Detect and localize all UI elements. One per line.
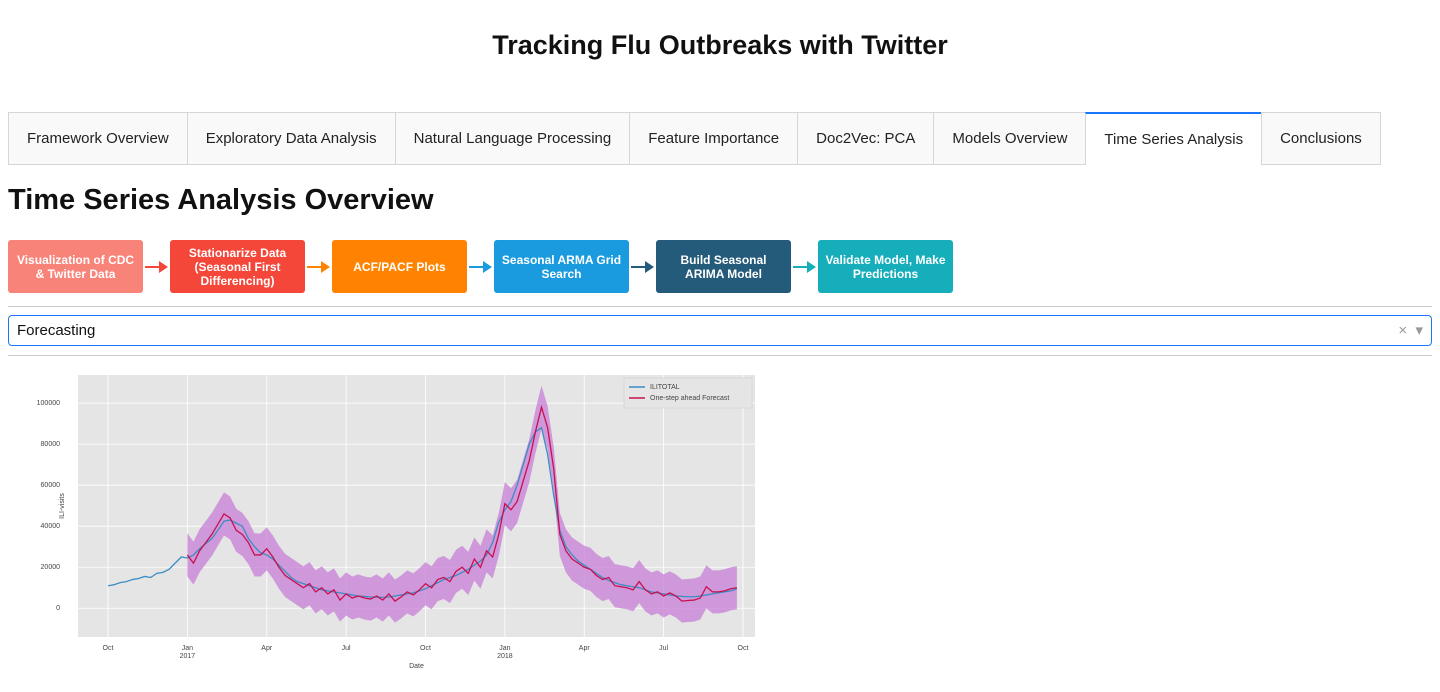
tab[interactable]: Feature Importance — [629, 112, 798, 165]
flow-diagram: Visualization of CDC & Twitter Data Stati… — [8, 240, 1008, 294]
dropdown[interactable]: Forecasting × ▾ — [8, 315, 1432, 346]
page-title: Tracking Flu Outbreaks with Twitter — [492, 30, 948, 60]
flow-step: ACF/PACF Plots — [332, 240, 467, 293]
y-axis-label: ILI-visits — [59, 493, 66, 519]
tab[interactable]: Doc2Vec: PCA — [797, 112, 934, 165]
x-tick-label: Jul — [659, 645, 668, 652]
y-tick-label: 80000 — [41, 441, 61, 448]
series-line — [107, 426, 738, 599]
tab[interactable]: Conclusions — [1261, 112, 1381, 165]
x-tick-label: Apr — [579, 645, 591, 652]
tab[interactable]: Models Overview — [933, 112, 1086, 165]
flow-arrowhead — [321, 261, 330, 273]
flow-step: Seasonal ARMA Grid Search — [494, 240, 629, 293]
tab-bar: Framework Overview Exploratory Data Analy… — [8, 112, 1381, 165]
x-tick-label: Apr — [261, 645, 273, 652]
y-tick-label: 100000 — [37, 400, 60, 407]
x-tick-label: Oct — [738, 645, 749, 652]
dropdown-value: Forecasting — [17, 322, 96, 339]
flow-arrows — [145, 261, 816, 273]
y-tick-label: 60000 — [41, 482, 61, 489]
divider — [8, 306, 1432, 307]
y-tick-label: 40000 — [41, 523, 61, 530]
divider — [8, 355, 1432, 356]
x-tick-label: Oct — [103, 645, 114, 652]
y-tick-label: 20000 — [41, 564, 61, 571]
y-tick-label: 0 — [56, 605, 60, 612]
tab[interactable]: Time Series Analysis — [1085, 112, 1262, 165]
legend-label: ILITOTAL — [650, 384, 680, 391]
flow-step: Visualization of CDC & Twitter Data — [8, 240, 143, 293]
confidence-band — [187, 385, 737, 623]
dropdown-icons[interactable]: × ▾ — [1398, 322, 1423, 339]
series-line — [186, 404, 738, 602]
flow-step: Build Seasonal ARIMA Model — [656, 240, 791, 293]
legend-label: One-step ahead Forecast — [650, 395, 729, 402]
x-tick-label: Jul — [342, 645, 351, 652]
section-title: Time Series Analysis Overview — [8, 184, 434, 216]
tab[interactable]: Exploratory Data Analysis — [186, 112, 395, 165]
chart: 0 20000 40000 60000 80000 100000 Oct Jan 2017 Apr… — [37, 375, 755, 670]
x-axis-label: Date — [409, 663, 424, 670]
x-tick-label: Jan 2017 — [180, 645, 196, 660]
tab[interactable]: Framework Overview — [8, 112, 187, 165]
flow-step: Stationarize Data (Seasonal First Differ… — [170, 240, 305, 293]
flow-arrowhead — [159, 261, 168, 273]
x-tick-label: Oct — [420, 645, 431, 652]
flow-step: Validate Model, Make Predictions — [818, 240, 953, 293]
x-tick-label: Jan 2018 — [497, 645, 513, 660]
flow-arrowhead — [483, 261, 492, 273]
flow-arrowhead — [807, 261, 816, 273]
tab[interactable]: Natural Language Processing — [394, 112, 630, 165]
legend-box — [623, 377, 753, 409]
flow-arrowhead — [645, 261, 654, 273]
